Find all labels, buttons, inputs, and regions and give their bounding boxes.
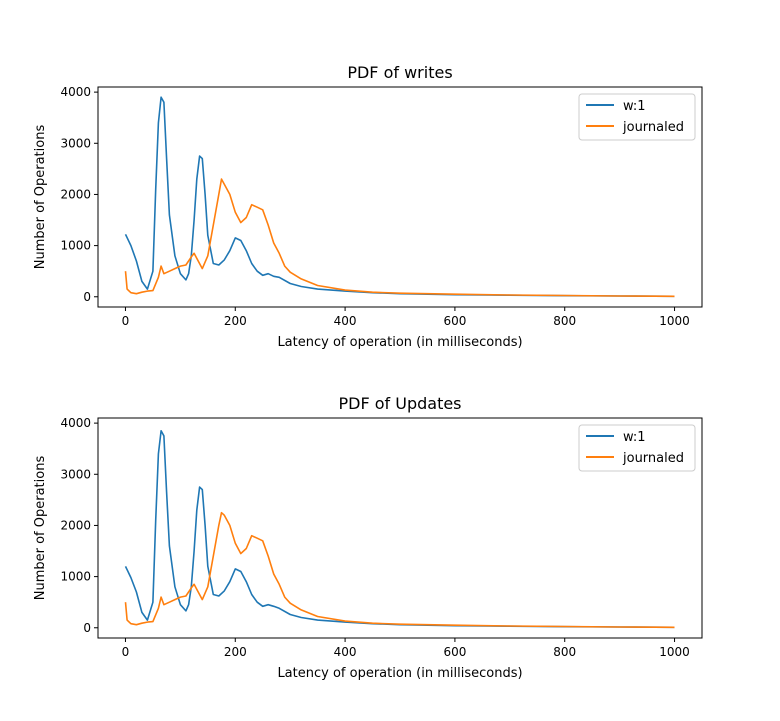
x-tick-label: 0 bbox=[122, 645, 130, 659]
x-axis-label: Latency of operation (in milliseconds) bbox=[277, 335, 522, 350]
x-tick-label: 400 bbox=[334, 314, 357, 328]
series-line-w1 bbox=[124, 429, 675, 629]
y-axis-label: Number of Operations bbox=[33, 125, 48, 270]
y-axis-label: Number of Operations bbox=[33, 456, 48, 601]
legend-label-w1: w:1 bbox=[623, 99, 646, 114]
series-line-journaled bbox=[124, 178, 675, 298]
y-axis: 0 1000 2000 3000 4000 bbox=[60, 85, 98, 304]
y-tick-label: 1000 bbox=[60, 570, 91, 584]
legend-label-journaled: journaled bbox=[622, 451, 684, 466]
x-tick-label: 800 bbox=[553, 645, 576, 659]
x-axis-label: Latency of operation (in milliseconds) bbox=[277, 666, 522, 681]
series-lines bbox=[124, 96, 675, 298]
legend: w:1 journaled bbox=[578, 424, 696, 472]
x-tick-label: 600 bbox=[443, 314, 466, 328]
plot-area bbox=[97, 86, 703, 308]
y-tick-label: 0 bbox=[83, 290, 91, 304]
y-axis: 0 1000 2000 3000 4000 bbox=[60, 416, 98, 635]
y-tick-label: 2000 bbox=[60, 187, 91, 201]
subplot-updates: PDF of Updates 0 200 400 600 800 1000 0 1000 20… bbox=[33, 394, 703, 681]
x-tick-label: 400 bbox=[334, 645, 357, 659]
x-tick-label: 200 bbox=[224, 314, 247, 328]
y-tick-label: 3000 bbox=[60, 467, 91, 481]
x-axis: 0 200 400 600 800 1000 bbox=[122, 307, 690, 328]
x-tick-label: 600 bbox=[443, 645, 466, 659]
legend: w:1 journaled bbox=[578, 93, 696, 141]
chart-title: PDF of writes bbox=[347, 63, 452, 82]
subplot-writes: PDF of writes 0 200 400 600 800 1000 0 1000 200… bbox=[33, 63, 703, 350]
x-tick-label: 1000 bbox=[659, 314, 690, 328]
y-tick-label: 1000 bbox=[60, 239, 91, 253]
y-tick-label: 4000 bbox=[60, 85, 91, 99]
legend-label-w1: w:1 bbox=[623, 430, 646, 445]
series-lines bbox=[124, 429, 675, 629]
chart-title: PDF of Updates bbox=[338, 394, 461, 413]
x-axis: 0 200 400 600 800 1000 bbox=[122, 638, 690, 659]
y-tick-label: 3000 bbox=[60, 136, 91, 150]
x-tick-label: 200 bbox=[224, 645, 247, 659]
series-line-journaled bbox=[124, 511, 675, 629]
y-tick-label: 0 bbox=[83, 621, 91, 635]
plot-area bbox=[97, 417, 703, 639]
legend-label-journaled: journaled bbox=[622, 120, 684, 135]
x-tick-label: 800 bbox=[553, 314, 576, 328]
x-tick-label: 1000 bbox=[659, 645, 690, 659]
series-line-w1 bbox=[124, 96, 675, 298]
y-tick-label: 2000 bbox=[60, 518, 91, 532]
y-tick-label: 4000 bbox=[60, 416, 91, 430]
x-tick-label: 0 bbox=[122, 314, 130, 328]
